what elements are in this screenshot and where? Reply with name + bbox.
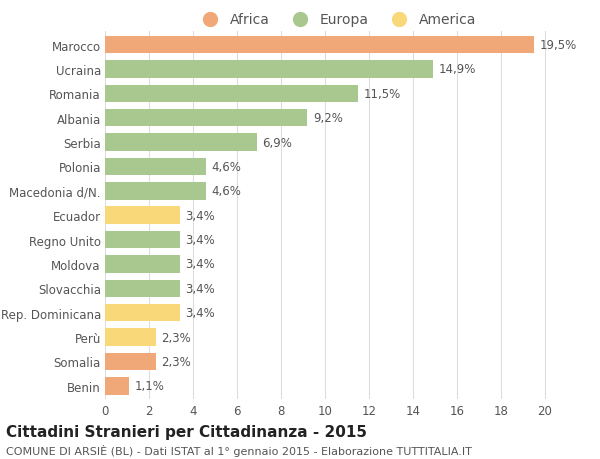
Bar (105, 37, 534, 54)
Bar (105, 304, 180, 322)
Bar (105, 61, 433, 78)
Text: 3,4%: 3,4% (185, 282, 215, 295)
Text: 2,3%: 2,3% (161, 355, 191, 368)
Text: 3,4%: 3,4% (185, 234, 215, 246)
Bar (105, 134, 257, 151)
Bar (105, 183, 206, 200)
Text: 3,4%: 3,4% (185, 307, 215, 319)
Bar (105, 207, 180, 224)
Text: 19,5%: 19,5% (539, 39, 577, 52)
Bar (105, 110, 307, 127)
Text: COMUNE DI ARSIÈ (BL) - Dati ISTAT al 1° gennaio 2015 - Elaborazione TUTTITALIA.I: COMUNE DI ARSIÈ (BL) - Dati ISTAT al 1° … (6, 444, 472, 456)
Bar (105, 353, 155, 370)
Text: 11,5%: 11,5% (364, 88, 401, 101)
Text: 6,9%: 6,9% (262, 136, 292, 149)
Bar (105, 377, 129, 395)
Legend: Africa, Europa, America: Africa, Europa, America (191, 8, 481, 33)
Text: 1,1%: 1,1% (134, 380, 164, 392)
Text: 3,4%: 3,4% (185, 209, 215, 222)
Bar (105, 231, 180, 249)
Bar (105, 329, 155, 346)
Text: 4,6%: 4,6% (212, 161, 242, 174)
Text: 4,6%: 4,6% (212, 185, 242, 198)
Bar (105, 85, 358, 103)
Text: 14,9%: 14,9% (438, 63, 476, 76)
Text: Cittadini Stranieri per Cittadinanza - 2015: Cittadini Stranieri per Cittadinanza - 2… (6, 425, 367, 440)
Text: 2,3%: 2,3% (161, 331, 191, 344)
Text: 9,2%: 9,2% (313, 112, 343, 125)
Bar (105, 256, 180, 273)
Bar (105, 280, 180, 297)
Text: 3,4%: 3,4% (185, 258, 215, 271)
Bar (105, 158, 206, 176)
